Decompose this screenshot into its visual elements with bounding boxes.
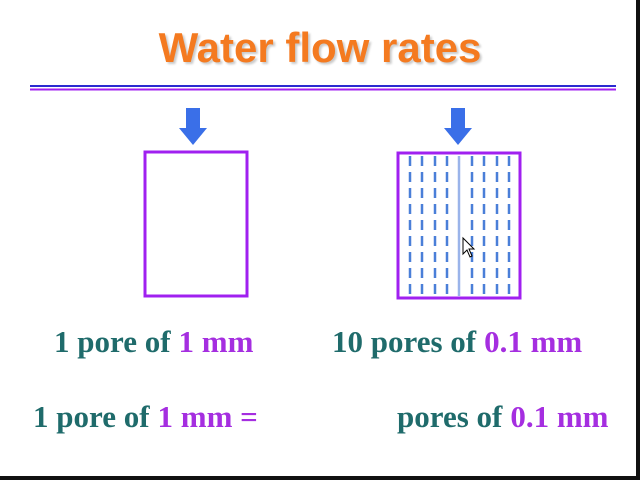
text: 1 pore of (54, 324, 171, 359)
single-pore-box (143, 150, 249, 298)
title: Water flow rates (158, 24, 482, 71)
pores (408, 156, 511, 296)
left-label: 1 pore of 1 mm (54, 324, 253, 360)
size: 1 mm (178, 324, 254, 359)
bottom-left: 1 pore of 1 mm = (33, 399, 258, 435)
arrow (444, 108, 472, 145)
size: 0.1 mm (484, 324, 583, 359)
text: 10 pores of (332, 324, 477, 359)
size: 1 mm = (157, 399, 258, 434)
size: 0.1 mm (510, 399, 609, 434)
bottom-right: pores of 0.1 mm (397, 399, 609, 435)
cursor (462, 236, 476, 258)
text: 1 pore of (33, 399, 150, 434)
right-label: 10 pores of 0.1 mm (332, 324, 582, 360)
arrow (179, 108, 207, 145)
many-pores-box (396, 151, 522, 300)
text: pores of (397, 399, 503, 434)
